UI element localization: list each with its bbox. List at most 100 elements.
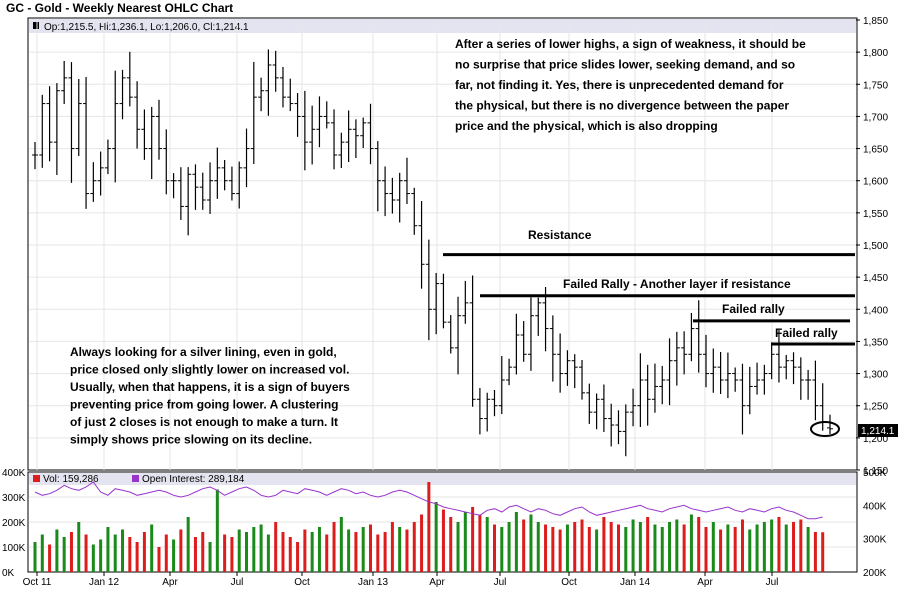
volume-bar [245, 532, 249, 572]
volume-bar [150, 524, 154, 572]
volume-bar [463, 512, 467, 572]
volume-bar [456, 522, 460, 572]
volume-bar [332, 522, 336, 572]
volume-bar [91, 544, 95, 572]
volume-tick-label: 200K [2, 518, 26, 529]
label-failed-rally-1: Failed rally [722, 302, 785, 316]
x-tick-label: Jul [231, 577, 244, 588]
volume-bar [624, 527, 628, 572]
volume-bar [726, 524, 730, 572]
price-axis: 1,150 1,200 1,250 1,300 1,350 1,400 1,450 1,500… [856, 16, 888, 477]
volume-bar [164, 534, 168, 572]
x-tick-label: Oct 11 [23, 577, 52, 588]
ohlc-legend-swatch [33, 22, 39, 29]
annotation-line: no surprise that price slides lower, see… [455, 58, 795, 72]
volume-bar [580, 519, 584, 572]
open-interest-legend-label: Open Interest: 289,184 [142, 474, 245, 485]
volume-bar [325, 534, 329, 572]
x-tick-label: Apr [162, 577, 178, 588]
volume-tick-label: 400K [2, 468, 26, 479]
annotation-line: Always looking for a silver lining, even… [70, 345, 337, 359]
open-interest-axis-right: 200K 300K 400K 500K [863, 468, 887, 579]
volume-bar [266, 534, 270, 572]
volume-bar [121, 529, 125, 572]
volume-bar [704, 527, 708, 572]
price-tick-label: 1,300 [863, 370, 888, 381]
volume-bar [675, 519, 679, 572]
volume-bar [631, 519, 635, 572]
last-bar-circle [810, 421, 840, 437]
x-tick-label: Jul [766, 577, 779, 588]
annotation-line: After a series of lower highs, a sign of… [455, 37, 806, 51]
volume-bar [646, 517, 650, 572]
volume-bar [536, 522, 540, 572]
price-tick-label: 1,550 [863, 209, 888, 220]
open-interest-tick-label: 300K [863, 535, 887, 546]
volume-bar [733, 527, 737, 572]
volume-bar [792, 522, 796, 572]
price-tick-label: 1,250 [863, 402, 888, 413]
volume-bar [361, 527, 365, 572]
annotation-line: of just 2 closes is not enough to make a… [70, 415, 338, 429]
volume-bar [259, 524, 263, 572]
volume-bar [157, 547, 161, 572]
annotation-line: far, not finding it. Yes, there is unpre… [455, 78, 784, 92]
volume-bar [492, 524, 496, 572]
volume-bar [33, 542, 37, 572]
volume-bar [500, 527, 504, 572]
volume-bar [390, 522, 394, 572]
price-grid [29, 20, 856, 470]
volume-bar [441, 509, 445, 572]
volume-tick-label: 300K [2, 493, 26, 504]
last-price-tag-text: 1,214.1 [861, 426, 895, 437]
volume-bar [777, 517, 781, 572]
volume-bar [398, 527, 402, 572]
volume-bars [33, 482, 825, 572]
x-tick-label: Oct [294, 577, 310, 588]
annotation-line: price closed only slightly lower on incr… [70, 363, 349, 377]
volume-bar [573, 522, 577, 572]
volume-bar [48, 544, 52, 572]
volume-bar [201, 532, 205, 572]
price-tick-label: 1,450 [863, 273, 888, 284]
volume-bar [449, 517, 453, 572]
annotation-left-note: Always looking for a silver lining, even… [70, 345, 350, 447]
volume-bar [237, 529, 241, 572]
volume-bar [507, 522, 511, 572]
volume-bar [420, 514, 424, 572]
volume-bar [215, 489, 219, 572]
volume-bar [77, 522, 81, 572]
volume-bar [354, 532, 358, 572]
volume-bar [369, 524, 373, 572]
volume-bar [595, 529, 599, 572]
x-tick-label: Apr [429, 577, 445, 588]
price-tick-label: 1,850 [863, 16, 888, 27]
volume-bar [230, 537, 234, 572]
volume-bar [223, 534, 227, 572]
price-tick-label: 1,600 [863, 177, 888, 188]
volume-bar [682, 524, 686, 572]
x-tick-label: Jan 12 [89, 577, 119, 588]
volume-bar [609, 522, 613, 572]
volume-bar [529, 514, 533, 572]
volume-tick-label: 100K [2, 543, 26, 554]
volume-bar [799, 519, 803, 572]
volume-bar [128, 537, 132, 572]
volume-bar [405, 529, 409, 572]
volume-bar [383, 532, 387, 572]
price-tick-label: 1,800 [863, 48, 888, 59]
volume-bar [762, 522, 766, 572]
x-tick-label: Apr [697, 577, 713, 588]
annotation-line: price and the physical, which is also dr… [455, 119, 718, 133]
open-interest-tick-label: 400K [863, 501, 887, 512]
open-interest-tick-label: 200K [863, 568, 887, 579]
volume-bar [660, 527, 664, 572]
volume-bar [471, 507, 475, 572]
volume-bar [106, 527, 110, 572]
volume-bar [193, 537, 197, 572]
volume-bar [135, 542, 139, 572]
volume-tick-label: 0K [2, 568, 15, 579]
volume-bar [806, 527, 810, 572]
